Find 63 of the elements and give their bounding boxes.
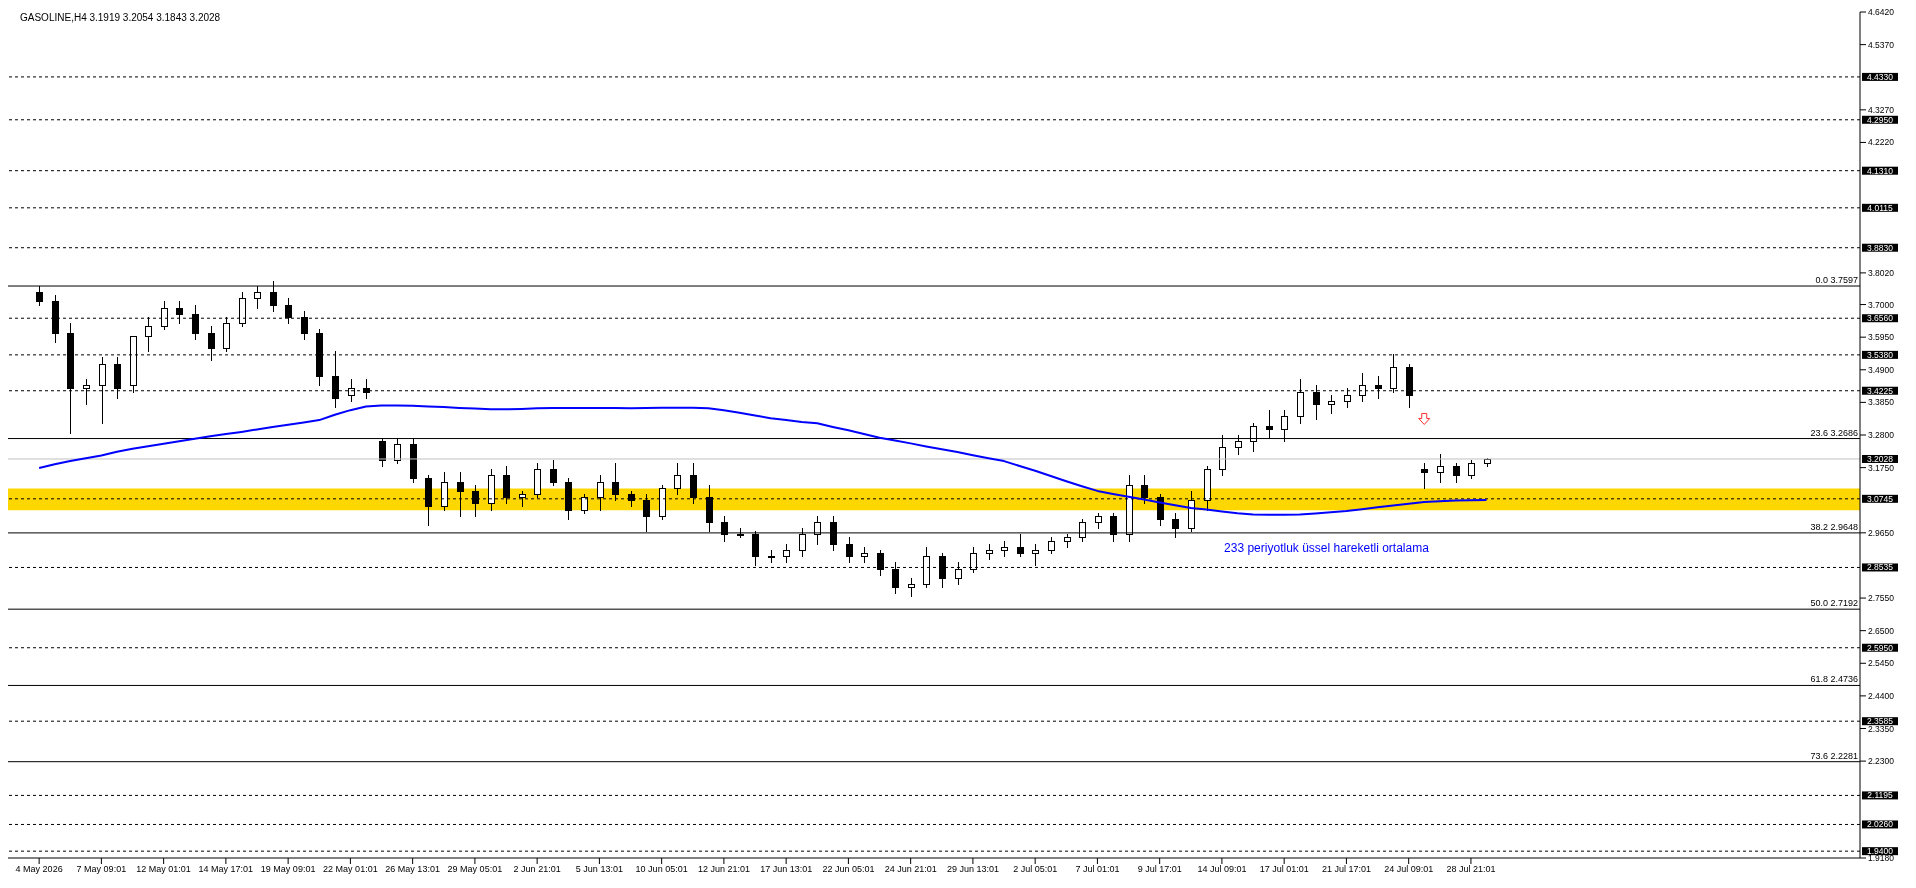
x-tick-label: 29 May 05:01 [447, 864, 503, 875]
y-tick-label: 3.5950 [1868, 332, 1895, 343]
x-tick-label: 17 Jul 01:01 [1259, 864, 1309, 875]
x-tick-label: 12 May 01:01 [136, 864, 191, 875]
x-tick-label: 9 Jul 17:01 [1137, 864, 1182, 875]
x-tick-label: 17 Jun 13:01 [760, 864, 813, 875]
ref-line-label: 4.2950 [1867, 114, 1894, 125]
ref-line-label: 3.5380 [1867, 349, 1894, 360]
ref-line-label: 4.4330 [1867, 71, 1894, 82]
ref-line-label: 4.0115 [1867, 202, 1893, 213]
x-tick-label: 5 Jun 13:01 [575, 864, 623, 875]
ref-line-label: 2.5950 [1867, 642, 1894, 653]
y-tick-label: 3.2800 [1868, 430, 1895, 441]
ref-line-label: 3.0745 [1867, 493, 1894, 504]
x-tick-label: 22 May 01:01 [323, 864, 378, 875]
ref-line-label: 73.6 2.2281 [1810, 750, 1858, 761]
ref-line-label: 50.0 2.7192 [1810, 598, 1858, 609]
y-tick-label: 2.9650 [1868, 527, 1895, 538]
y-tick-label: 2.7550 [1868, 593, 1895, 604]
y-tick-label: 2.4400 [1868, 690, 1895, 701]
x-tick-label: 22 Jun 05:01 [822, 864, 875, 875]
y-tick-label: 4.6420 [1868, 7, 1895, 18]
x-tick-label: 19 May 09:01 [260, 864, 316, 875]
ref-line-label: 61.8 2.4736 [1810, 674, 1858, 685]
x-tick-label: 14 May 17:01 [198, 864, 254, 875]
x-tick-label: 10 Jun 05:01 [635, 864, 688, 875]
y-tick-label: 4.5370 [1868, 39, 1895, 50]
x-tick-label: 2 Jun 21:01 [513, 864, 561, 875]
x-tick-label: 24 Jun 21:01 [884, 864, 937, 875]
ref-line-label: 0.0 3.7597 [1815, 275, 1858, 286]
y-tick-label: 3.1750 [1868, 462, 1895, 473]
y-tick-label: 2.6500 [1868, 625, 1895, 636]
x-tick-label: 24 Jul 09:01 [1384, 864, 1434, 875]
ref-line-label: 2.0260 [1867, 819, 1894, 830]
y-tick-label: 3.4900 [1868, 364, 1895, 375]
x-tick-label: 29 Jun 13:01 [946, 864, 999, 875]
y-tick-label: 3.8020 [1868, 267, 1895, 278]
x-tick-label: 4 May 2026 [15, 864, 63, 875]
ref-line-label: 3.6560 [1867, 313, 1894, 324]
ref-line-label: 4.1310 [1867, 165, 1894, 176]
x-tick-label: 14 Jul 09:01 [1197, 864, 1247, 875]
text: 233 periyotluk üssel hareketli ortalama [1224, 540, 1430, 555]
ref-line-label: 3.4225 [1867, 385, 1894, 396]
ref-line-label: 3.2028 [1867, 453, 1894, 464]
x-tick-label: 7 Jul 01:01 [1075, 864, 1120, 875]
y-tick-label: 4.3270 [1868, 104, 1895, 115]
x-tick-label: 12 Jun 21:01 [697, 864, 750, 875]
x-tick-label: 2 Jul 05:01 [1013, 864, 1058, 875]
y-tick-label: 3.3850 [1868, 397, 1895, 408]
x-tick-label: 7 May 09:01 [76, 864, 127, 875]
x-tick-label: 28 Jul 21:01 [1446, 864, 1496, 875]
x-tick-label: 21 Jul 17:01 [1321, 864, 1371, 875]
x-tick-label: 26 May 13:01 [385, 864, 440, 875]
ref-line-label: 3.8830 [1867, 242, 1894, 253]
chart-title: GASOLINE,H4 3.1919 3.2054 3.1843 3.2028 [20, 12, 221, 23]
y-tick-label: 2.2300 [1868, 756, 1895, 767]
ref-line-label: 2.1195 [1867, 790, 1893, 801]
y-tick-label: 4.2220 [1868, 137, 1895, 148]
ref-line-label: 23.6 3.2686 [1810, 427, 1858, 438]
ref-line-label: 2.8535 [1867, 562, 1894, 573]
y-tick-label: 3.7000 [1868, 299, 1895, 310]
ref-line-label: 38.2 2.9648 [1810, 521, 1858, 532]
y-tick-label: 2.5450 [1868, 658, 1895, 669]
